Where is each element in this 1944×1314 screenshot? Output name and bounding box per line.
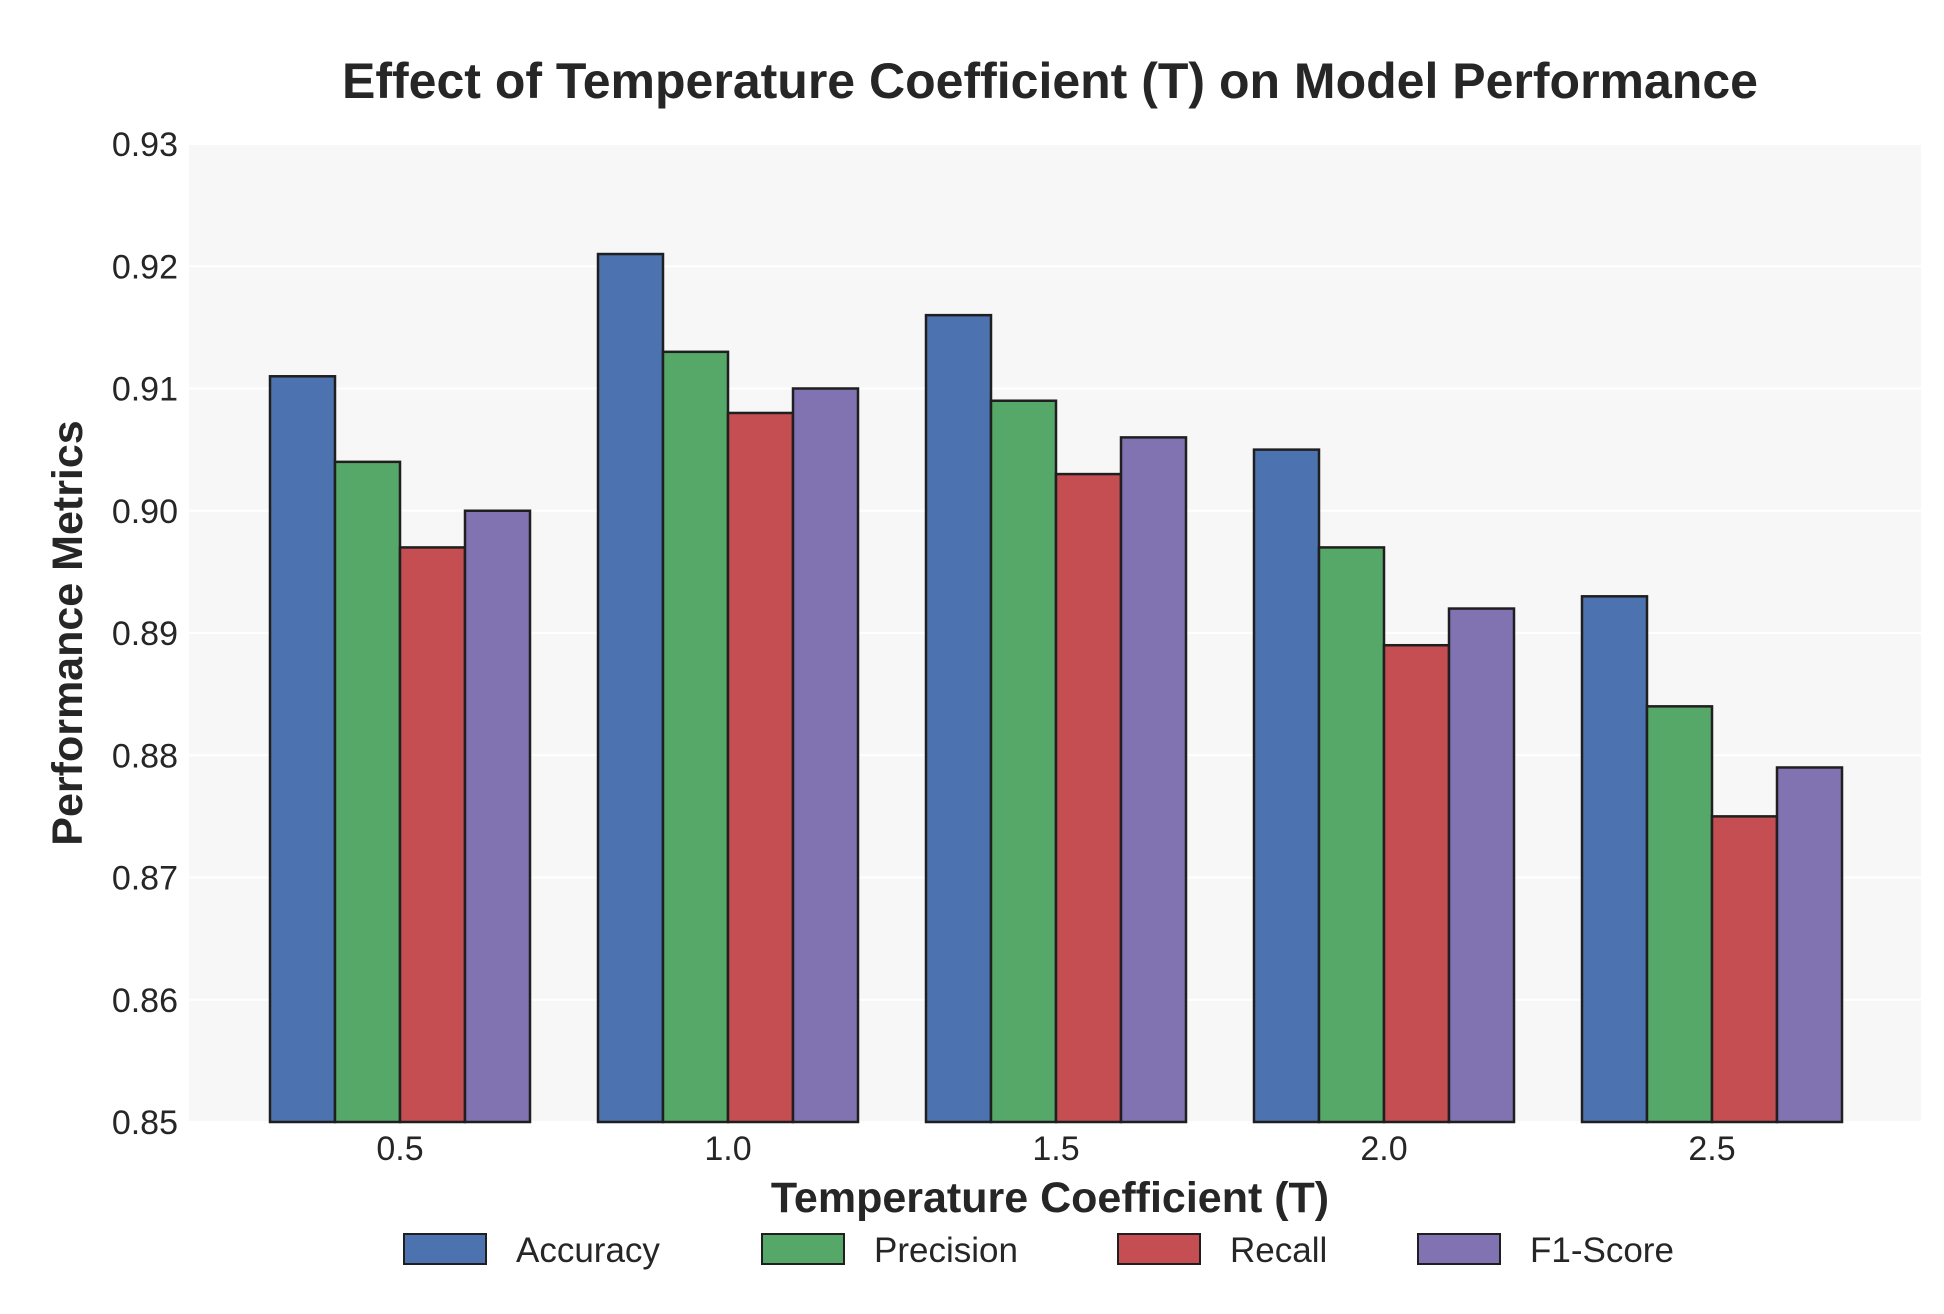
x-tick-label: 0.5 — [376, 1130, 423, 1168]
y-tick-label: 0.93 — [112, 126, 178, 164]
y-tick-label: 0.88 — [112, 737, 178, 775]
y-tick-label: 0.87 — [112, 860, 178, 898]
bar-precision-1.5 — [989, 399, 1058, 1124]
legend-swatch-recall — [1117, 1233, 1201, 1265]
x-axis-ticks: 0.5 1.0 1.5 2.0 2.5 — [376, 1130, 1735, 1168]
bar-recall-0.5 — [398, 546, 467, 1124]
y-tick-label: 0.85 — [112, 1104, 178, 1142]
bar-f1-score-2.0 — [1447, 607, 1516, 1124]
bar-accuracy-1.0 — [596, 252, 665, 1124]
y-tick-label: 0.89 — [112, 615, 178, 653]
bar-precision-0.5 — [333, 460, 402, 1124]
bar-f1-score-1.0 — [791, 387, 860, 1124]
x-tick-label: 1.5 — [1032, 1130, 1079, 1168]
legend-label: Precision — [874, 1231, 1018, 1270]
bar-recall-1.5 — [1054, 472, 1123, 1124]
y-tick-label: 0.91 — [112, 371, 178, 409]
bar-f1-score-1.5 — [1119, 436, 1188, 1124]
bar-f1-score-2.5 — [1775, 766, 1844, 1124]
bar-accuracy-2.0 — [1252, 448, 1321, 1124]
bar-accuracy-0.5 — [268, 375, 337, 1124]
bar-f1-score-0.5 — [463, 509, 532, 1124]
y-tick-label: 0.92 — [112, 248, 178, 286]
bar-recall-2.5 — [1710, 815, 1779, 1124]
y-axis-ticks: 0.85 0.86 0.87 0.88 0.89 0.90 0.91 0.92 0.93 — [112, 126, 178, 1142]
bar-precision-1.0 — [661, 350, 730, 1124]
y-tick-label: 0.90 — [112, 493, 178, 531]
legend: Accuracy Precision Recall F1-Score — [403, 1231, 1674, 1270]
x-tick-label: 2.0 — [1360, 1130, 1407, 1168]
legend-swatch-f1-score — [1417, 1233, 1501, 1265]
chart-title: Effect of Temperature Coefficient (T) on… — [342, 53, 1758, 109]
legend-label: F1-Score — [1530, 1231, 1674, 1270]
legend-swatch-precision — [761, 1233, 845, 1265]
legend-label: Recall — [1230, 1231, 1327, 1270]
x-axis-label: Temperature Coefficient (T) — [771, 1174, 1329, 1222]
bar-accuracy-1.5 — [924, 313, 993, 1124]
legend-label: Accuracy — [516, 1231, 660, 1270]
x-tick-label: 2.5 — [1688, 1130, 1735, 1168]
legend-swatch-accuracy — [403, 1233, 487, 1265]
bar-accuracy-2.5 — [1580, 595, 1649, 1124]
bar-recall-2.0 — [1382, 643, 1451, 1124]
bar-precision-2.5 — [1645, 705, 1714, 1124]
bars-group — [268, 252, 1844, 1124]
y-tick-label: 0.86 — [112, 982, 178, 1020]
x-tick-label: 1.0 — [704, 1130, 751, 1168]
bar-precision-2.0 — [1317, 546, 1386, 1124]
bar-recall-1.0 — [726, 411, 795, 1124]
y-axis-label: Performance Metrics — [44, 420, 92, 845]
